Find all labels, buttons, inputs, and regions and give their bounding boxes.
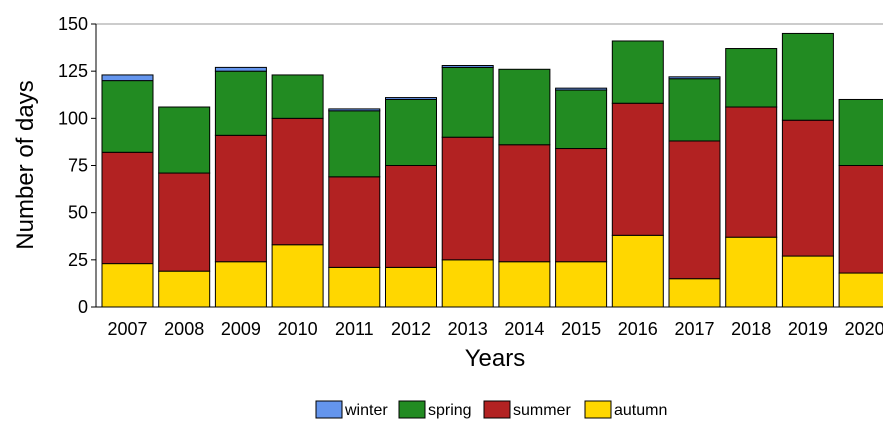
x-tick-label: 2014 <box>504 319 544 339</box>
x-tick-label: 2017 <box>674 319 714 339</box>
bar-spring-2019 <box>781 32 834 121</box>
legend-label-spring: spring <box>428 402 472 419</box>
bar-summer-2017 <box>668 140 721 280</box>
bar-summer-2008 <box>158 172 211 272</box>
bar-autumn-2018 <box>725 236 778 308</box>
bar-summer-2013 <box>441 136 494 261</box>
x-tick-label: 2016 <box>618 319 658 339</box>
bar-winter-2015 <box>555 87 608 91</box>
x-tick-label: 2007 <box>107 319 147 339</box>
bar-winter-2009 <box>214 66 267 72</box>
bar-summer-2010 <box>271 117 324 246</box>
bar-summer-2019 <box>781 119 834 257</box>
bars-layer <box>101 32 883 308</box>
x-tick-label: 2012 <box>391 319 431 339</box>
bar-autumn-2008 <box>158 270 211 308</box>
bar-autumn-2010 <box>271 244 324 308</box>
bar-summer-2018 <box>725 106 778 238</box>
y-tick-label: 50 <box>68 203 88 223</box>
x-tick-label: 2011 <box>335 319 374 339</box>
bar-autumn-2012 <box>385 266 437 308</box>
bar-spring-2018 <box>725 48 778 108</box>
y-axis-title: Number of days <box>12 80 39 249</box>
bar-spring-2007 <box>101 80 154 153</box>
bar-winter-2011 <box>328 108 381 112</box>
bar-autumn-2019 <box>781 255 834 308</box>
x-tick-label: 2019 <box>788 319 828 339</box>
x-tick-label: 2015 <box>561 319 601 339</box>
bar-spring-2008 <box>158 106 211 174</box>
bar-autumn-2016 <box>611 234 664 308</box>
legend-label-autumn: autumn <box>614 402 667 419</box>
bar-winter-2007 <box>101 74 154 82</box>
y-tick-label: 125 <box>58 61 88 81</box>
legend-swatch-spring <box>398 400 426 419</box>
y-tick-label: 75 <box>68 156 88 176</box>
bar-spring-2013 <box>441 66 494 138</box>
legend-label-winter: winter <box>344 402 388 419</box>
bar-spring-2014 <box>498 68 551 146</box>
legend-label-summer: summer <box>513 402 571 419</box>
y-tick-label: 150 <box>58 14 88 34</box>
x-tick-label: 2013 <box>448 319 488 339</box>
bar-spring-2011 <box>328 110 381 178</box>
bar-summer-2014 <box>498 144 551 263</box>
x-tick-label: 2010 <box>278 319 318 339</box>
bar-summer-2016 <box>611 102 664 236</box>
bar-winter-2013 <box>441 65 494 68</box>
bar-spring-2020 <box>838 98 883 166</box>
bar-autumn-2014 <box>498 261 551 308</box>
bar-spring-2015 <box>555 89 608 150</box>
bar-spring-2016 <box>611 40 664 104</box>
bar-spring-2012 <box>385 98 437 166</box>
bar-autumn-2007 <box>101 263 154 308</box>
x-axis-title: Years <box>465 345 526 372</box>
bar-autumn-2009 <box>214 261 267 308</box>
y-tick-label: 100 <box>58 108 88 128</box>
legend-swatch-autumn <box>584 400 612 419</box>
ticks-layer: 2007 2008 2009 2010 2011 2012 2013 2014 2015 2016… <box>58 14 883 339</box>
x-tick-label: 2018 <box>731 319 771 339</box>
bar-winter-2012 <box>385 97 437 100</box>
bar-summer-2009 <box>214 134 267 263</box>
x-tick-label: 2008 <box>164 319 204 339</box>
bar-summer-2012 <box>385 165 437 268</box>
bar-autumn-2013 <box>441 259 494 308</box>
bar-summer-2020 <box>838 165 883 274</box>
bar-autumn-2020 <box>838 272 883 308</box>
bar-summer-2015 <box>555 148 608 263</box>
y-tick-label: 25 <box>68 250 88 270</box>
bar-summer-2007 <box>101 151 154 265</box>
bar-winter-2017 <box>668 76 721 80</box>
legend-swatch-summer <box>483 400 511 419</box>
bar-autumn-2011 <box>328 266 381 308</box>
bar-spring-2010 <box>271 74 324 119</box>
bar-summer-2011 <box>328 176 381 268</box>
bar-spring-2009 <box>214 70 267 136</box>
x-tick-label: 2020 <box>845 319 883 339</box>
bar-autumn-2017 <box>668 278 721 308</box>
bar-autumn-2015 <box>555 261 608 308</box>
legend: winter spring summer autumn <box>315 400 667 419</box>
x-tick-label: 2009 <box>221 319 261 339</box>
legend-swatch-winter <box>315 400 343 419</box>
bar-spring-2017 <box>668 78 721 142</box>
y-tick-label: 0 <box>78 297 88 317</box>
